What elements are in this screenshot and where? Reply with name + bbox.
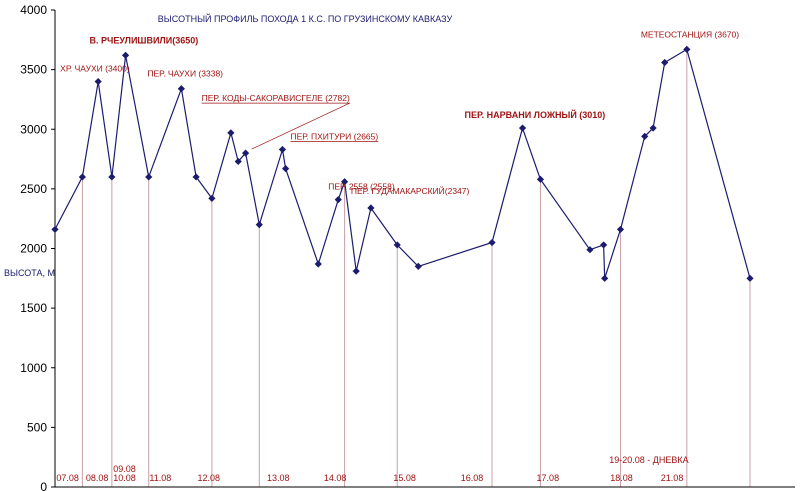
data-point [536,175,545,183]
peak-annotations: ХР. ЧАУХИ (3400) В. РЧЕУЛИШВИЛИ(3650) ПЕР.… [60,29,739,196]
peak-annotation: ПЕР. КОДЫ-САКОРАВИСГЕЛЕ (2782) [202,93,350,103]
day-guide-lines [81,49,751,487]
series [51,45,754,282]
data-point [488,238,496,247]
peak-annotation: ПЕР. ЧАУХИ (3338) [147,69,223,79]
data-point [641,132,649,141]
y-axis-label: ВЫСОТА, М [4,268,55,278]
data-point [121,51,130,59]
data-point [586,246,594,254]
data-point [78,173,86,181]
y-tick-label: 4000 [20,3,47,17]
y-tick-label: 0 [40,480,47,491]
data-point [414,262,422,270]
peak-annotation: ПЕР. ПХИТУРИ (2665) [290,132,378,142]
data-point [518,124,527,132]
data-point [255,221,263,229]
data-point [661,58,669,67]
data-point [282,165,290,173]
data-point [145,173,153,181]
data-point [94,77,102,86]
day-label: 18.08 [610,473,633,483]
data-point [600,241,608,249]
data-point [746,274,754,282]
data-point [278,145,287,154]
data-point [601,274,609,282]
axes [51,9,795,488]
data-point [649,124,657,132]
y-tick-label: 3000 [20,122,47,136]
data-point [340,178,349,186]
y-tick-label: 3500 [20,63,47,77]
day-label: 17.08 [537,473,560,483]
day-label: 13.08 [267,473,290,483]
day-label: 21.08 [661,473,684,483]
y-tick-label: 1500 [20,301,47,315]
series-line [54,48,751,279]
data-point [683,45,691,53]
day-label: 08.08 [86,473,109,483]
data-point [208,194,216,203]
y-tick-label: 2000 [20,242,47,256]
peak-annotation: ПЕР. ГУДАМАКАРСКИЙ(2347) [351,185,470,196]
data-point [367,204,375,212]
data-point [393,241,401,249]
day-label: 14.08 [324,473,347,483]
y-tick-labels: 0 500 1000 1500 2000 2500 3000 3500 4000 [20,3,47,491]
data-point [177,85,185,93]
data-point [192,173,200,181]
chart-title: ВЫСОТНЫЙ ПРОФИЛЬ ПОХОДА 1 К.С. ПО ГРУЗИН… [158,13,453,24]
day-label: 10.08 [113,473,136,483]
data-point [51,225,59,234]
data-point [234,157,242,166]
day-label: 11.08 [149,473,171,483]
peak-annotation: В. РЧЕУЛИШВИЛИ(3650) [90,35,199,45]
y-tick-label: 1000 [20,361,47,375]
y-tick-label: 500 [27,420,47,434]
data-point [334,196,342,204]
data-point [314,260,322,268]
data-point [241,149,250,157]
y-tick-label: 2500 [20,182,47,196]
peak-annotation: МЕТЕОСТАНЦИЯ (3670) [641,29,739,39]
day-label: 19-20.08 - ДНЕВКА [609,455,688,465]
annotation-leader [251,102,350,150]
peak-annotation: ХР. ЧАУХИ (3400) [60,64,130,74]
peak-annotation: ПЕР. НАРВАНИ ЛОЖНЫЙ (3010) [465,109,606,120]
peak-annotation: ПЕР. 2558 (2558) [328,182,395,192]
data-point [616,225,625,234]
data-point [227,129,235,137]
data-point [352,267,360,275]
day-label: 09.08 [113,464,136,474]
day-label: 16.08 [461,473,484,483]
day-label: 12.08 [197,473,220,483]
data-point [108,173,116,181]
day-label: 07.08 [56,473,79,483]
day-label: 15.08 [393,473,416,483]
